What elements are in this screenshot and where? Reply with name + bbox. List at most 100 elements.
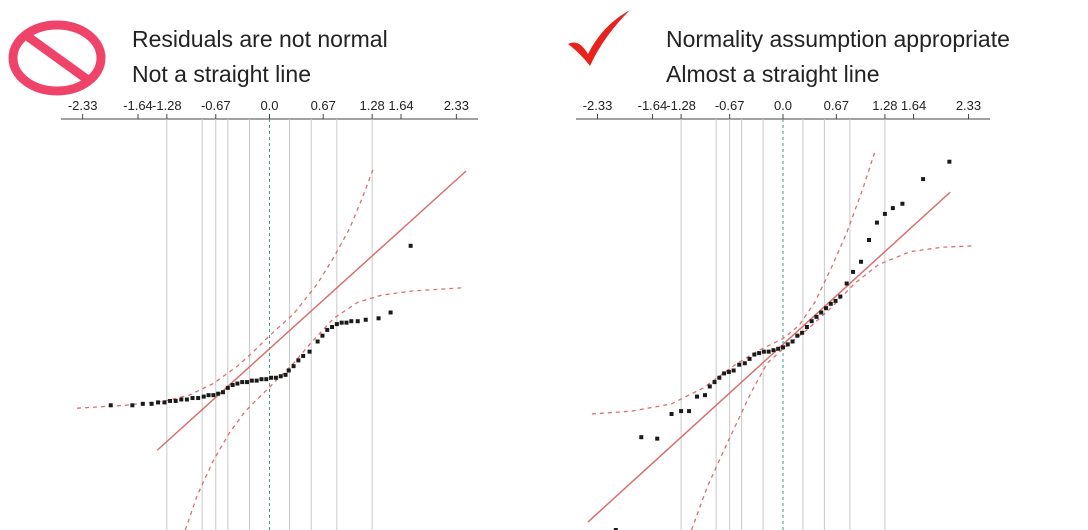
data-point (761, 349, 766, 354)
tick-label: -0.67 (715, 100, 745, 113)
tick-label: -2.33 (68, 100, 98, 113)
data-point (814, 314, 819, 319)
data-point (216, 391, 221, 396)
tick-label: 0.67 (824, 100, 849, 113)
data-point (220, 390, 225, 395)
left-heading-line1: Residuals are not normal (132, 26, 388, 52)
tick-label: 0.0 (260, 100, 278, 113)
check-mark-icon (568, 10, 630, 66)
data-point (687, 409, 692, 414)
data-point (173, 398, 178, 403)
data-point (325, 327, 330, 332)
data-point (702, 393, 707, 398)
confidence-band-lower (184, 287, 463, 530)
data-point (851, 269, 856, 274)
data-point (655, 436, 660, 441)
data-point (809, 319, 814, 324)
data-point (838, 294, 843, 299)
data-point (196, 396, 201, 401)
data-point (695, 394, 700, 399)
data-point (722, 371, 727, 376)
tick-label: -1.28 (152, 100, 182, 113)
data-point (162, 400, 167, 405)
data-point (278, 374, 283, 379)
tick-label: 1.64 (901, 100, 926, 113)
tick-label: 2.33 (444, 100, 469, 113)
data-point (259, 377, 264, 382)
data-point (273, 375, 278, 380)
data-point (245, 380, 250, 385)
data-point (795, 333, 800, 338)
data-point (731, 368, 736, 373)
data-point (291, 364, 296, 369)
tick-label: 1.28 (359, 100, 384, 113)
data-point (149, 401, 154, 406)
data-point (747, 356, 752, 361)
right-heading-line1: Normality assumption appropriate (666, 26, 1010, 52)
data-point (947, 159, 952, 164)
right-heading: Normality assumption appropriate Almost … (666, 22, 1010, 92)
data-point (269, 375, 274, 380)
data-point (921, 177, 926, 182)
data-point (249, 378, 254, 383)
data-point (823, 306, 828, 311)
left-heading-line2: Not a straight line (132, 61, 311, 87)
data-point (669, 412, 674, 416)
tick-label: -1.64 (638, 100, 668, 113)
data-point (130, 403, 135, 408)
data-point (717, 375, 722, 380)
data-point (264, 377, 269, 382)
prohibited-icon (8, 20, 106, 96)
tick-label: -1.64 (123, 100, 153, 113)
data-point (679, 409, 684, 414)
data-point (230, 383, 235, 387)
left-heading: Residuals are not normal Not a straight … (132, 22, 388, 92)
data-point (737, 362, 742, 367)
data-point (235, 381, 240, 386)
tick-label: 1.64 (388, 100, 413, 113)
data-point (156, 400, 161, 405)
data-point (752, 352, 757, 357)
data-point (800, 330, 805, 335)
data-point (639, 435, 644, 440)
data-point (613, 528, 618, 530)
data-point (355, 319, 360, 324)
data-point (168, 398, 173, 403)
left-qq-plot: -2.33 -1.64 -1.28 -0.67 0.0 0.67 1.28 1.64 2.33 (61, 100, 478, 530)
data-point (330, 325, 335, 329)
data-point (211, 393, 216, 398)
data-point (206, 393, 211, 398)
data-point (388, 310, 393, 315)
data-point (833, 298, 838, 303)
confidence-band-lower (690, 245, 975, 530)
tick-label: -0.67 (201, 100, 231, 113)
data-point (334, 322, 339, 327)
data-point (766, 349, 771, 354)
data-point (874, 220, 879, 225)
reference-line (156, 170, 467, 451)
confidence-band-upper (76, 167, 375, 409)
tick-label: 1.28 (872, 100, 897, 113)
data-point (315, 339, 320, 344)
data-point (781, 345, 785, 350)
data-point (726, 369, 731, 374)
data-point (201, 394, 206, 399)
data-point (866, 238, 871, 242)
data-point (344, 320, 349, 325)
tick-label: 0.67 (311, 100, 336, 113)
right-panel: Normality assumption appropriate Almost … (544, 0, 1088, 530)
data-point (339, 320, 344, 325)
data-point (882, 211, 887, 216)
data-point (376, 316, 381, 321)
data-point (859, 259, 864, 264)
data-point (296, 358, 301, 363)
data-point (286, 368, 291, 373)
data-point (108, 403, 113, 408)
data-point (408, 243, 413, 248)
data-point (771, 348, 776, 353)
data-point (320, 333, 325, 338)
data-point (900, 201, 905, 206)
data-point (776, 346, 781, 351)
data-point (757, 351, 762, 356)
data-point (790, 339, 795, 344)
